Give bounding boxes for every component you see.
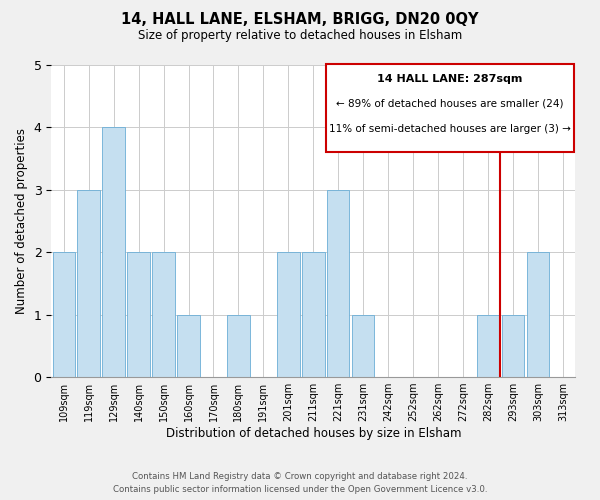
X-axis label: Distribution of detached houses by size in Elsham: Distribution of detached houses by size …	[166, 427, 461, 440]
Text: ← 89% of detached houses are smaller (24): ← 89% of detached houses are smaller (24…	[336, 98, 563, 108]
Bar	[327, 190, 349, 377]
Bar	[502, 314, 524, 377]
Bar	[227, 314, 250, 377]
Text: 11% of semi-detached houses are larger (3) →: 11% of semi-detached houses are larger (…	[329, 124, 571, 134]
Bar	[77, 190, 100, 377]
Text: Contains HM Land Registry data © Crown copyright and database right 2024.
Contai: Contains HM Land Registry data © Crown c…	[113, 472, 487, 494]
Bar	[277, 252, 299, 377]
Bar	[53, 252, 75, 377]
Text: Size of property relative to detached houses in Elsham: Size of property relative to detached ho…	[138, 29, 462, 42]
Text: 14, HALL LANE, ELSHAM, BRIGG, DN20 0QY: 14, HALL LANE, ELSHAM, BRIGG, DN20 0QY	[121, 12, 479, 28]
FancyBboxPatch shape	[326, 64, 574, 152]
Bar	[527, 252, 549, 377]
Bar	[302, 252, 325, 377]
Bar	[177, 314, 200, 377]
Bar	[127, 252, 150, 377]
Y-axis label: Number of detached properties: Number of detached properties	[15, 128, 28, 314]
Bar	[352, 314, 374, 377]
Bar	[103, 128, 125, 377]
Bar	[477, 314, 499, 377]
Bar	[152, 252, 175, 377]
Text: 14 HALL LANE: 287sqm: 14 HALL LANE: 287sqm	[377, 74, 523, 84]
